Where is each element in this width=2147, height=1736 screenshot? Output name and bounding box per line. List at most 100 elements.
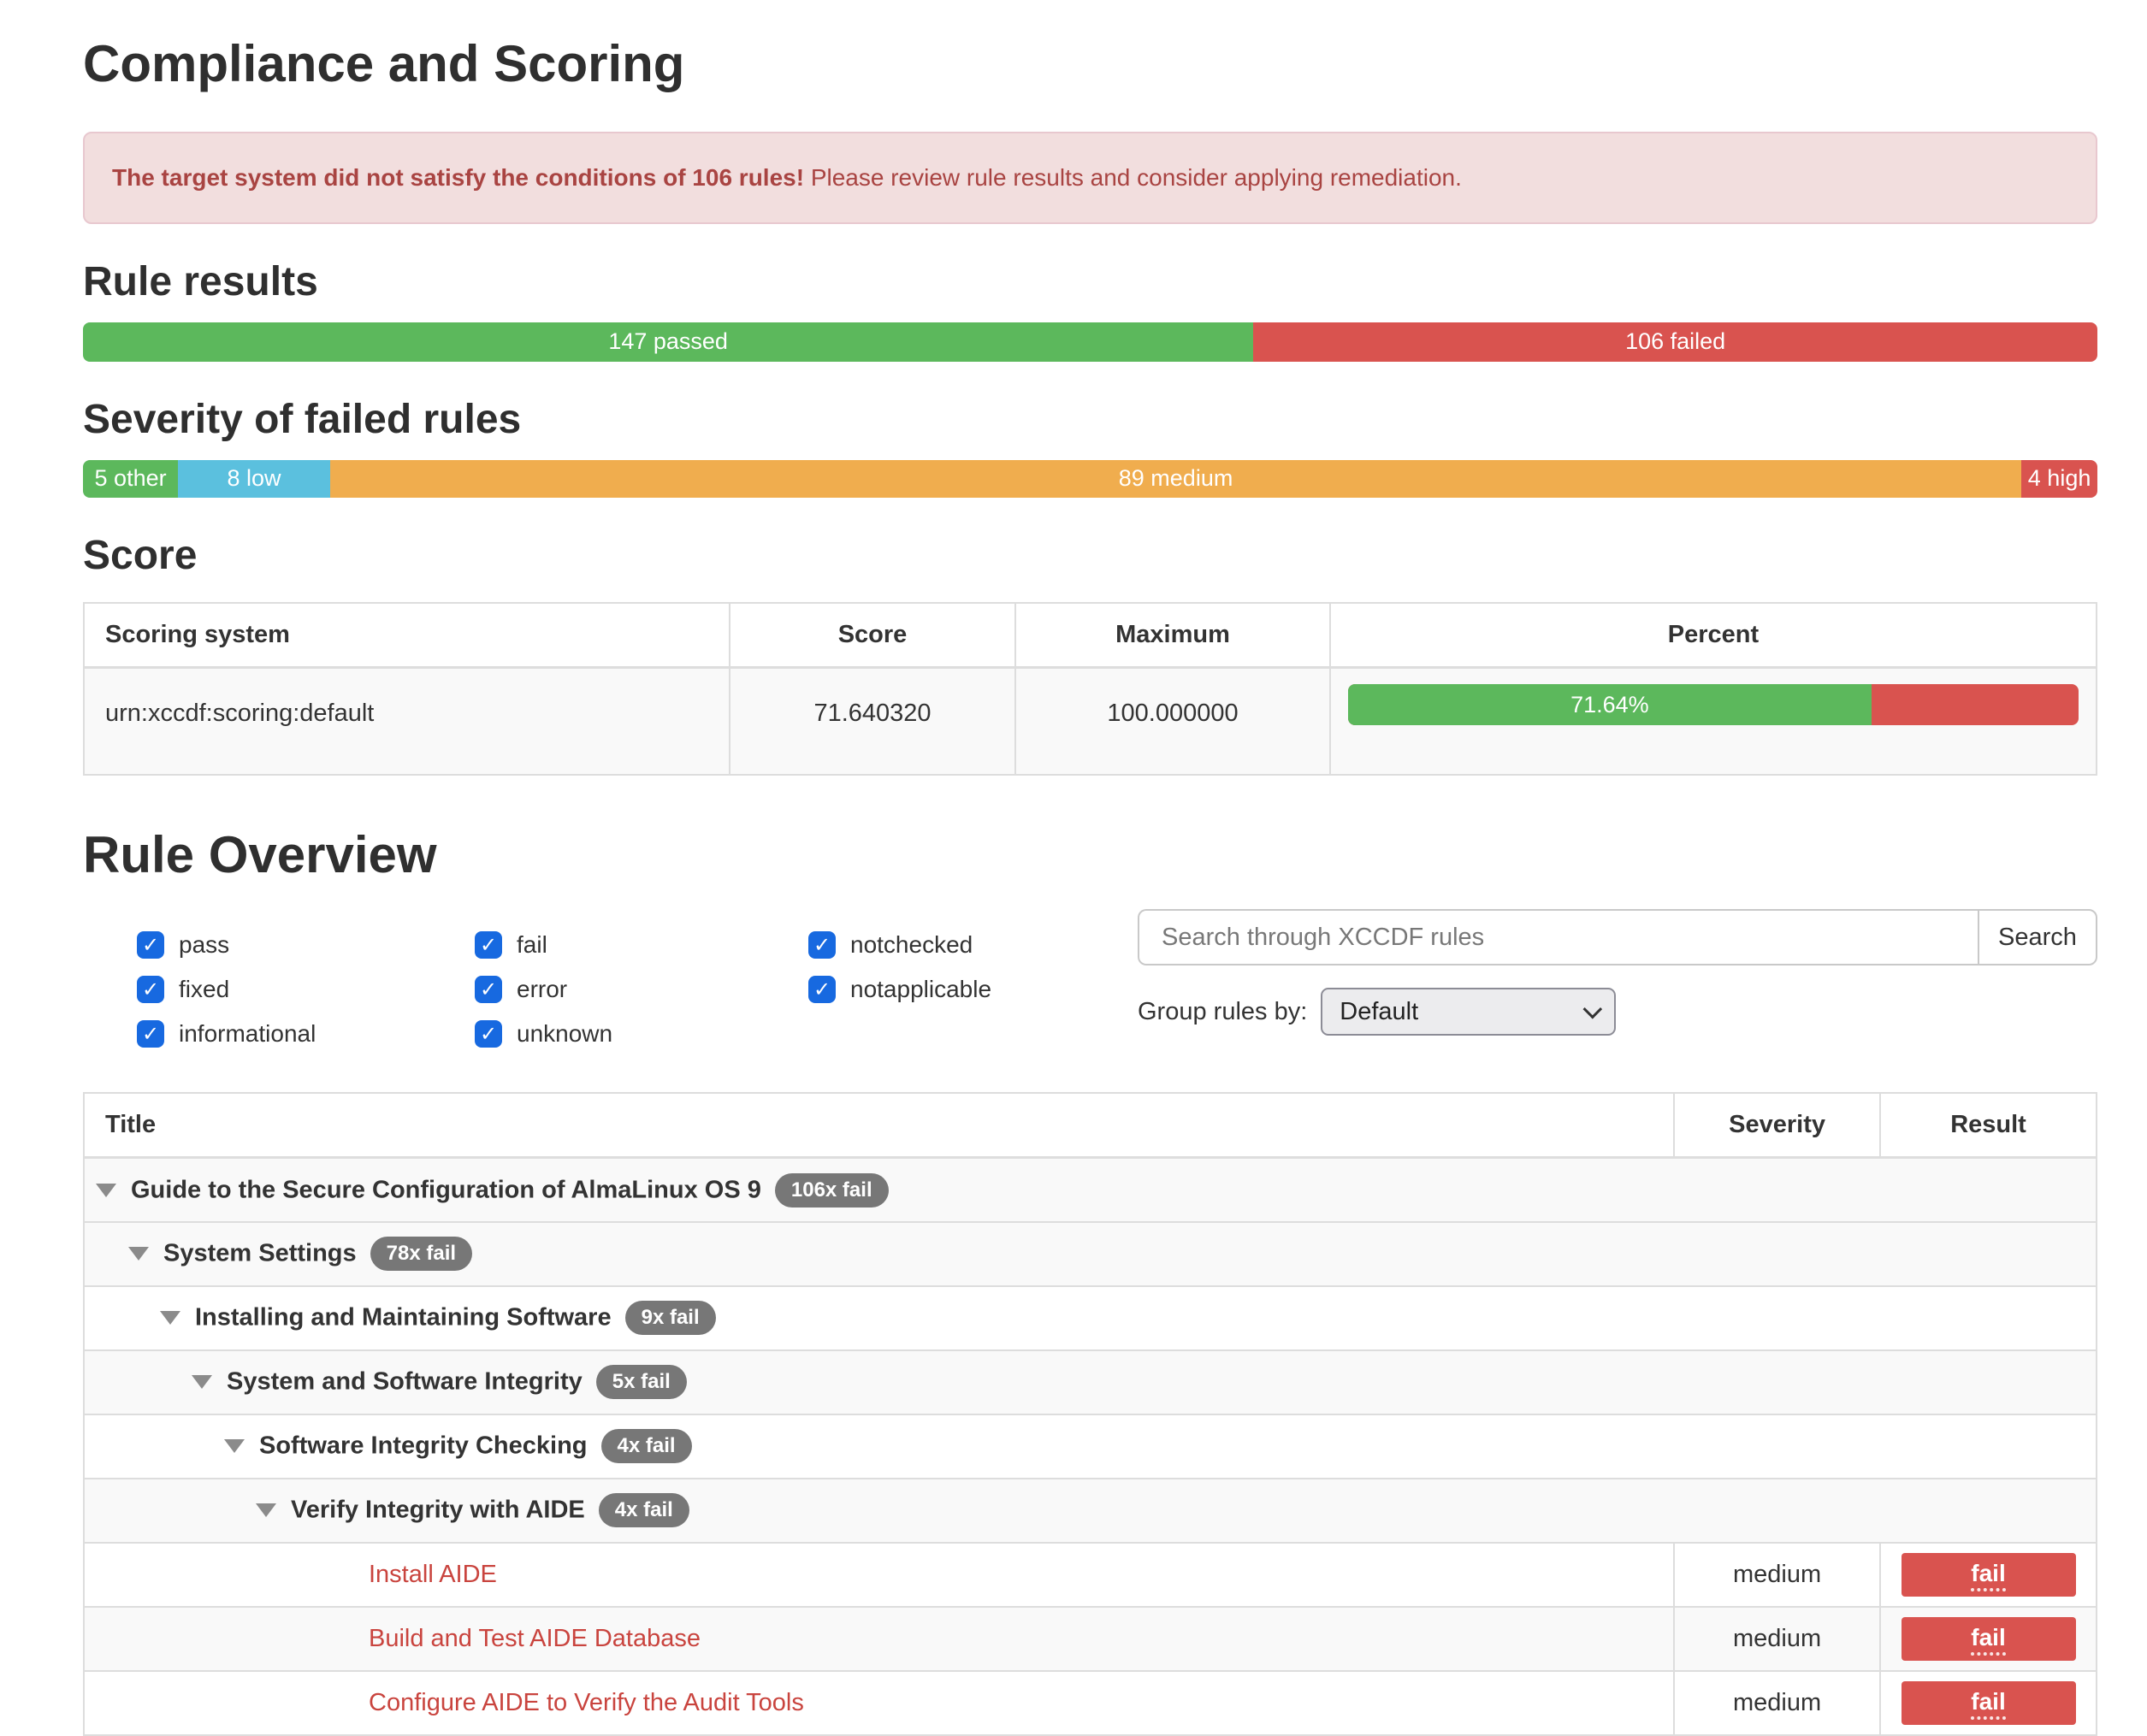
scoring-system-value: urn:xccdf:scoring:default xyxy=(83,666,730,776)
rule-results-heading: Rule results xyxy=(83,259,318,304)
checkbox-label: error xyxy=(517,976,568,1003)
checkbox-notchecked[interactable]: notchecked xyxy=(808,931,991,960)
group-row: Guide to the Secure Configuration of Alm… xyxy=(84,1156,2097,1222)
checkbox-notapplicable[interactable]: notapplicable xyxy=(808,976,992,1004)
checkbox-checked-icon[interactable] xyxy=(475,931,502,960)
fail-count-badge: 106x fail xyxy=(774,1172,889,1208)
group-row: System and Software Integrity 5x fail xyxy=(84,1349,2097,1414)
rules-table: Title Severity Result Guide to the Secur… xyxy=(82,1092,2097,1736)
group-row: Installing and Maintaining Software 9x fa… xyxy=(84,1284,2097,1350)
fail-count-badge: 5x fail xyxy=(595,1365,687,1400)
score-col-maximum: Maximum xyxy=(1014,602,1331,670)
caret-down-icon[interactable] xyxy=(256,1503,276,1518)
rule-overview-heading: Rule Overview xyxy=(83,826,437,884)
rule-title-link[interactable]: Install AIDE xyxy=(369,1560,497,1588)
checkbox-informational[interactable]: informational xyxy=(137,1020,475,1048)
checkbox-label: fixed xyxy=(179,976,230,1003)
group-title[interactable]: System and Software Integrity xyxy=(227,1367,583,1396)
checkbox-label: pass xyxy=(179,931,230,959)
fail-count-badge: 9x fail xyxy=(624,1301,716,1336)
checkbox-checked-icon[interactable] xyxy=(137,976,164,1004)
caret-down-icon[interactable] xyxy=(96,1183,116,1197)
checkbox-label: informational xyxy=(179,1020,316,1048)
search-and-group: Search Group rules by: Default xyxy=(1138,909,2097,1036)
percent-progress-fill: 71.64% xyxy=(1348,684,1872,726)
rule-row: Configure AIDE to Verify the Audit Tools… xyxy=(84,1669,2097,1735)
rule-row: Install AIDE medium fail xyxy=(84,1541,2097,1607)
severity-value: medium xyxy=(1673,1669,1881,1735)
checkbox-label: fail xyxy=(517,931,547,959)
checkbox-checked-icon[interactable] xyxy=(475,976,502,1004)
rules-col-severity: Severity xyxy=(1673,1092,1882,1160)
rule-title-link[interactable]: Configure AIDE to Verify the Audit Tools xyxy=(369,1688,804,1716)
group-title[interactable]: Software Integrity Checking xyxy=(259,1432,588,1460)
group-title[interactable]: Guide to the Secure Configuration of Alm… xyxy=(131,1176,761,1204)
group-by-selected-value: Default xyxy=(1340,997,1419,1025)
maximum-value: 100.000000 xyxy=(1014,666,1331,776)
severity-high-segment: 4 high xyxy=(2021,459,2097,498)
percent-progress-bar: 71.64% xyxy=(1348,684,2079,726)
group-row: Verify Integrity with AIDE 4x fail xyxy=(84,1477,2097,1543)
rules-col-title: Title xyxy=(82,1092,1676,1160)
checkbox-label: notchecked xyxy=(850,931,973,959)
rules-col-result: Result xyxy=(1879,1092,2097,1160)
score-col-score: Score xyxy=(729,602,1016,670)
severity-value: medium xyxy=(1673,1541,1881,1607)
severity-value: medium xyxy=(1673,1605,1881,1671)
checkbox-label: unknown xyxy=(517,1020,613,1048)
group-by-row: Group rules by: Default xyxy=(1138,988,2097,1036)
score-heading: Score xyxy=(83,532,198,578)
severity-low-segment: 8 low xyxy=(178,459,330,498)
checkbox-checked-icon[interactable] xyxy=(808,976,836,1004)
alert-normal-text: Please review rule results and consider … xyxy=(804,164,1462,191)
caret-down-icon[interactable] xyxy=(224,1439,245,1454)
score-col-percent: Percent xyxy=(1329,602,2097,670)
checkbox-fixed[interactable]: fixed xyxy=(137,976,475,1004)
page-title: Compliance and Scoring xyxy=(83,35,685,92)
group-title[interactable]: System Settings xyxy=(163,1239,357,1267)
checkbox-pass[interactable]: pass xyxy=(137,931,475,960)
chevron-down-icon xyxy=(1582,1000,1603,1019)
fail-count-badge: 4x fail xyxy=(600,1429,692,1464)
fail-count-badge: 4x fail xyxy=(598,1493,689,1528)
alert-bold-text: The target system did not satisfy the co… xyxy=(112,164,805,191)
checkbox-checked-icon[interactable] xyxy=(137,931,164,960)
checkbox-label: notapplicable xyxy=(850,976,992,1003)
caret-down-icon[interactable] xyxy=(192,1375,212,1390)
result-filter-checkboxes: pass fail notchecked fixed error notappl… xyxy=(137,931,991,1048)
caret-down-icon[interactable] xyxy=(128,1247,149,1261)
search-input[interactable] xyxy=(1138,909,1978,966)
severity-bar: 5 other 8 low 89 medium 4 high xyxy=(83,459,2097,498)
rule-results-bar: 147 passed 106 failed xyxy=(83,322,2097,362)
checkbox-checked-icon[interactable] xyxy=(137,1020,164,1048)
severity-medium-segment: 89 medium xyxy=(329,459,2022,498)
group-by-label: Group rules by: xyxy=(1138,997,1308,1025)
rule-row: Build and Test AIDE Database medium fail xyxy=(84,1605,2097,1671)
checkbox-error[interactable]: error xyxy=(475,976,808,1004)
checkbox-fail[interactable]: fail xyxy=(475,931,808,960)
score-value: 71.640320 xyxy=(729,666,1016,776)
group-row: System Settings 78x fail xyxy=(84,1220,2097,1286)
score-table: Scoring system Score Maximum Percent urn… xyxy=(83,602,2097,776)
result-fail-button[interactable]: fail xyxy=(1901,1552,2076,1597)
result-fail-button[interactable]: fail xyxy=(1901,1616,2076,1661)
group-by-select[interactable]: Default xyxy=(1321,988,1617,1036)
score-row: urn:xccdf:scoring:default 71.640320 100.… xyxy=(83,666,2097,776)
checkbox-unknown[interactable]: unknown xyxy=(475,1020,808,1048)
checkbox-checked-icon[interactable] xyxy=(808,931,836,960)
group-title[interactable]: Verify Integrity with AIDE xyxy=(291,1496,585,1524)
score-col-scoring-system: Scoring system xyxy=(83,602,730,670)
compliance-alert: The target system did not satisfy the co… xyxy=(83,132,2097,224)
fail-count-badge: 78x fail xyxy=(370,1237,473,1272)
result-fail-button[interactable]: fail xyxy=(1901,1680,2076,1725)
search-button[interactable]: Search xyxy=(1978,909,2097,966)
rule-overview-filters: pass fail notchecked fixed error notappl… xyxy=(83,909,2097,1048)
checkbox-checked-icon[interactable] xyxy=(475,1020,502,1048)
caret-down-icon[interactable] xyxy=(160,1311,180,1326)
passed-bar-segment: 147 passed xyxy=(83,322,1254,362)
search-row: Search xyxy=(1138,909,2097,966)
group-title[interactable]: Installing and Maintaining Software xyxy=(195,1303,612,1332)
rule-title-link[interactable]: Build and Test AIDE Database xyxy=(369,1624,701,1652)
severity-heading: Severity of failed rules xyxy=(83,396,522,442)
failed-bar-segment: 106 failed xyxy=(1253,322,2097,362)
